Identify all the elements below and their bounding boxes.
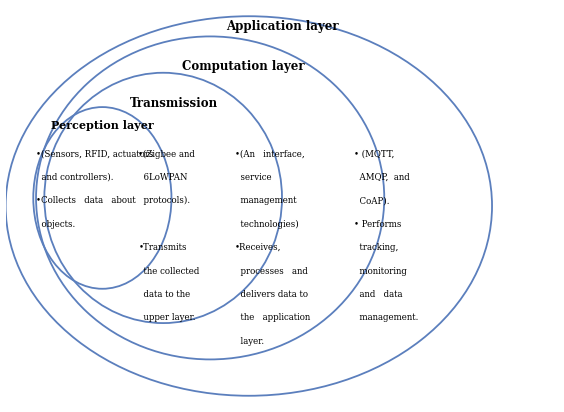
Text: 6LoWPAN: 6LoWPAN <box>138 173 188 182</box>
Text: •Transmits: •Transmits <box>138 243 187 252</box>
Text: processes   and: processes and <box>235 267 308 276</box>
Text: Transmission: Transmission <box>130 96 218 110</box>
Text: and   data: and data <box>354 290 402 299</box>
Text: service: service <box>235 173 272 182</box>
Text: • Performs: • Performs <box>354 220 401 229</box>
Text: •(Zigbee and: •(Zigbee and <box>138 150 195 159</box>
Text: Computation layer: Computation layer <box>182 60 305 73</box>
Text: and controllers).: and controllers). <box>36 173 113 182</box>
Text: tracking,: tracking, <box>354 243 398 252</box>
Text: •Collects   data   about: •Collects data about <box>36 196 136 205</box>
Text: data to the: data to the <box>138 290 191 299</box>
Text: CoAP).: CoAP). <box>354 196 389 205</box>
Text: upper layer.: upper layer. <box>138 314 196 323</box>
Text: delivers data to: delivers data to <box>235 290 308 299</box>
Text: the   application: the application <box>235 314 310 323</box>
Text: technologies): technologies) <box>235 220 299 229</box>
Text: • (MQTT,: • (MQTT, <box>354 150 394 159</box>
Text: objects.: objects. <box>36 220 75 229</box>
Text: the collected: the collected <box>138 267 200 276</box>
Text: Application layer: Application layer <box>226 20 338 33</box>
Text: management.: management. <box>354 314 418 323</box>
Text: layer.: layer. <box>235 337 264 346</box>
Text: AMQP,  and: AMQP, and <box>354 173 409 182</box>
Text: •(An   interface,: •(An interface, <box>235 150 305 159</box>
Text: •Receives,: •Receives, <box>235 243 281 252</box>
Text: protocols).: protocols). <box>138 196 191 206</box>
Text: management: management <box>235 196 297 205</box>
Text: •(Sensors, RFID, actuators: •(Sensors, RFID, actuators <box>36 150 153 159</box>
Text: monitoring: monitoring <box>354 267 407 276</box>
Text: Perception layer: Perception layer <box>51 120 154 131</box>
